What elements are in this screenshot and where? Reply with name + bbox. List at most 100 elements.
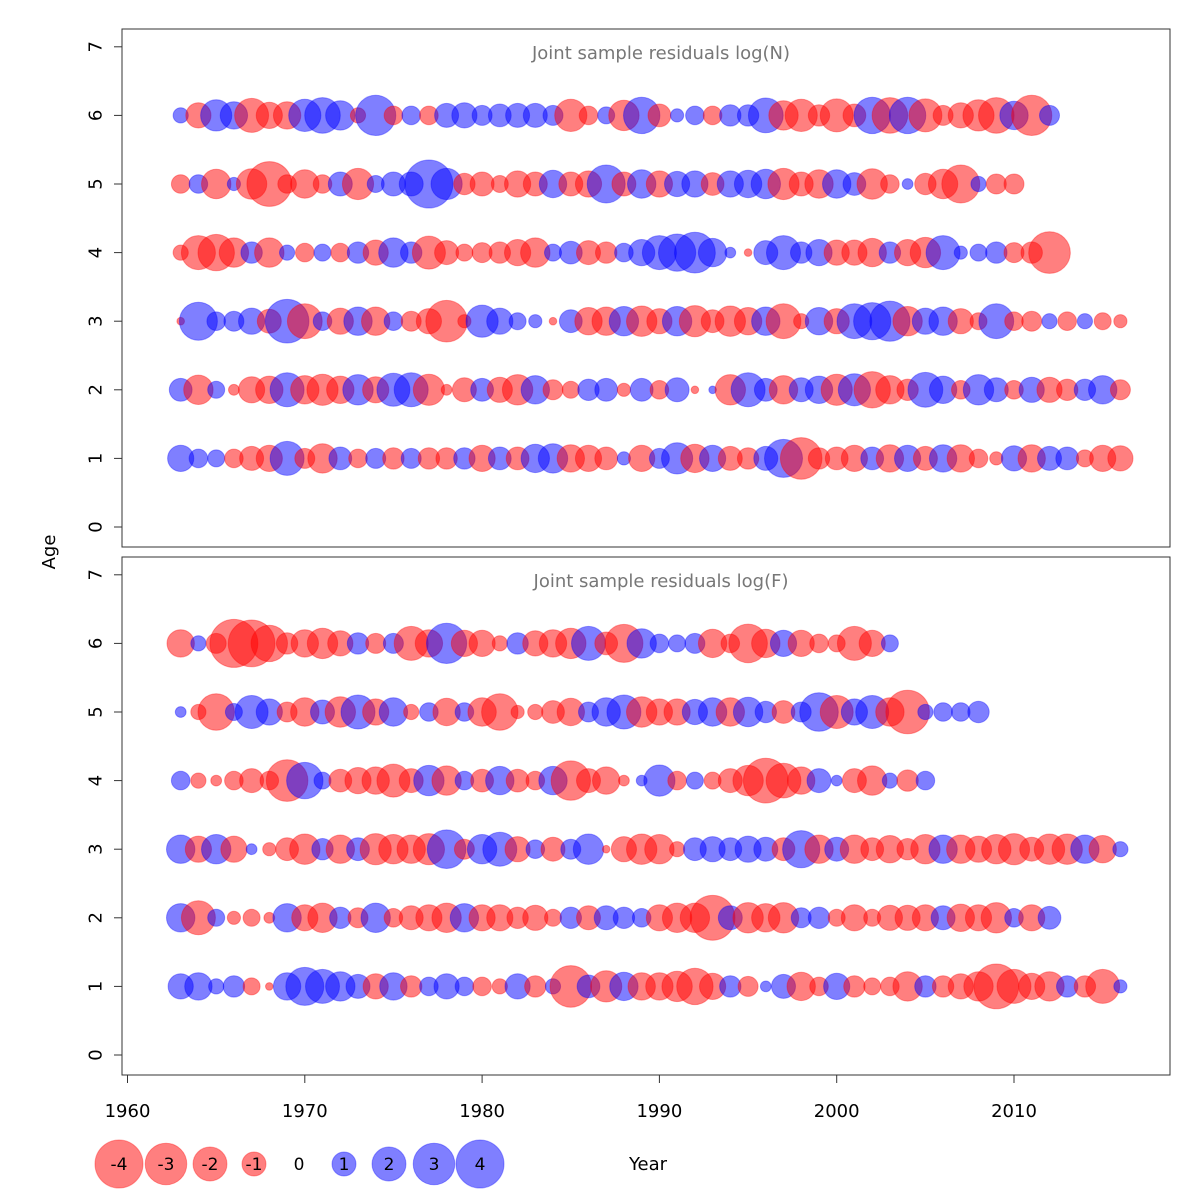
residual-bubble <box>807 906 831 929</box>
residual-bubble <box>759 980 772 993</box>
residual-bubble <box>469 171 495 197</box>
residual-bubble <box>207 908 226 927</box>
panel-log-f: Joint sample residuals log(F) 0 1 2 3 4 5 6 7 <box>86 556 1171 1076</box>
bubble-series <box>166 618 1129 1010</box>
residual-bubble <box>455 243 474 262</box>
y-tick-label: 1 <box>86 453 107 464</box>
legend-bubble <box>331 1151 357 1177</box>
residual-bubble <box>601 844 611 854</box>
residual-bubble <box>685 771 704 790</box>
residual-bubble <box>592 766 621 795</box>
residual-bubble <box>1113 979 1128 994</box>
x-axis: 1960 1970 1980 1990 2000 2010 <box>105 1074 1037 1122</box>
residual-bubble <box>188 448 209 469</box>
residual-bubble <box>201 168 232 200</box>
residual-bubble <box>809 633 829 654</box>
residual-bubble <box>222 975 246 998</box>
residual-bubble <box>968 448 989 469</box>
residual-bubble <box>649 633 670 654</box>
y-tick-label: 7 <box>86 569 107 580</box>
residual-bubble <box>412 373 445 406</box>
x-tick-label: 1980 <box>459 1101 505 1122</box>
residual-bubble <box>618 774 630 787</box>
residual-bubble <box>595 241 618 264</box>
residual-bubble <box>880 634 899 653</box>
legend-label: -4 <box>111 1155 128 1175</box>
residual-bubble <box>166 629 195 658</box>
residual-bubble <box>210 774 223 787</box>
y-tick-label: 2 <box>86 384 107 395</box>
residual-bubble <box>454 976 475 997</box>
residual-bubble <box>245 843 258 856</box>
residual-bubble <box>1088 835 1117 864</box>
residual-bubble <box>468 629 496 658</box>
legend-label: 2 <box>384 1155 395 1175</box>
residual-bubble <box>528 314 543 329</box>
y-tick-label: 3 <box>86 843 107 854</box>
legend-bubble <box>241 1151 267 1177</box>
residual-bubble <box>724 246 737 259</box>
y-tick-label: 2 <box>86 912 107 923</box>
x-tick-label: 1960 <box>105 1101 151 1122</box>
residual-bubble <box>207 380 226 399</box>
residual-bubble <box>472 976 492 997</box>
residual-bubble <box>806 768 832 794</box>
residual-bubble <box>647 103 672 128</box>
residual-bubble <box>1093 312 1112 331</box>
residual-bubble <box>933 702 953 722</box>
residual-bubble <box>985 173 1007 195</box>
legend: -4 -3 -2 -1 0 1 2 3 4 <box>94 1139 505 1189</box>
residual-bubble <box>1107 445 1134 472</box>
residual-bubble <box>1057 311 1077 332</box>
residual-bubble <box>1021 310 1043 332</box>
legend-bubble <box>455 1139 505 1189</box>
residual-bubble <box>843 975 866 998</box>
legend-label: 4 <box>475 1155 486 1175</box>
residual-bubble <box>685 105 705 126</box>
y-tick-label: 0 <box>86 521 107 532</box>
legend-bubble <box>371 1146 407 1182</box>
panel-log-n: Joint sample residuals log(N) 0 1 2 3 4 5 6 7 <box>86 28 1171 548</box>
x-axis-label: Year <box>628 1154 668 1175</box>
legend-label: 1 <box>339 1155 350 1175</box>
residual-bubble <box>508 312 527 331</box>
residual-bubble <box>917 703 934 721</box>
residual-bubble <box>403 703 420 721</box>
residual-bubble <box>265 982 274 991</box>
residual-bubble <box>226 910 241 925</box>
residual-bubble <box>548 316 558 326</box>
residual-bubble <box>901 178 914 190</box>
bubble-series <box>167 94 1134 480</box>
legend-label: -2 <box>202 1155 219 1175</box>
residual-bubble <box>896 769 919 792</box>
residual-bubble <box>572 833 605 865</box>
residual-bubble <box>184 972 213 1001</box>
residual-bubble <box>228 383 240 396</box>
residual-bubble <box>1004 311 1024 332</box>
y-tick-label: 5 <box>86 178 107 189</box>
residual-bubble <box>207 449 226 468</box>
residual-bubble <box>383 311 404 332</box>
residual-bubble <box>1041 313 1058 330</box>
chart-title: Joint sample residuals log(N) <box>531 43 790 64</box>
residual-bubble <box>510 704 525 720</box>
residual-bubble <box>863 977 882 996</box>
residual-bubble <box>206 311 226 332</box>
residual-bubble <box>594 446 619 471</box>
y-tick-label: 0 <box>86 1049 107 1060</box>
residual-bubble <box>690 385 700 395</box>
residual-bubble <box>220 835 248 863</box>
residual-bubble <box>667 770 687 791</box>
residual-bubble <box>434 240 460 266</box>
residual-bubble <box>170 770 191 791</box>
residual-bubble <box>1003 173 1025 195</box>
x-tick-label: 1990 <box>636 1101 682 1122</box>
residual-bubble <box>491 635 508 652</box>
residual-bubble <box>737 975 759 997</box>
residual-bubble <box>295 242 315 263</box>
residual-bubble <box>669 841 686 858</box>
residual-bubble <box>190 635 207 652</box>
y-tick-label: 3 <box>86 315 107 326</box>
y-tick-label: 6 <box>86 638 107 649</box>
